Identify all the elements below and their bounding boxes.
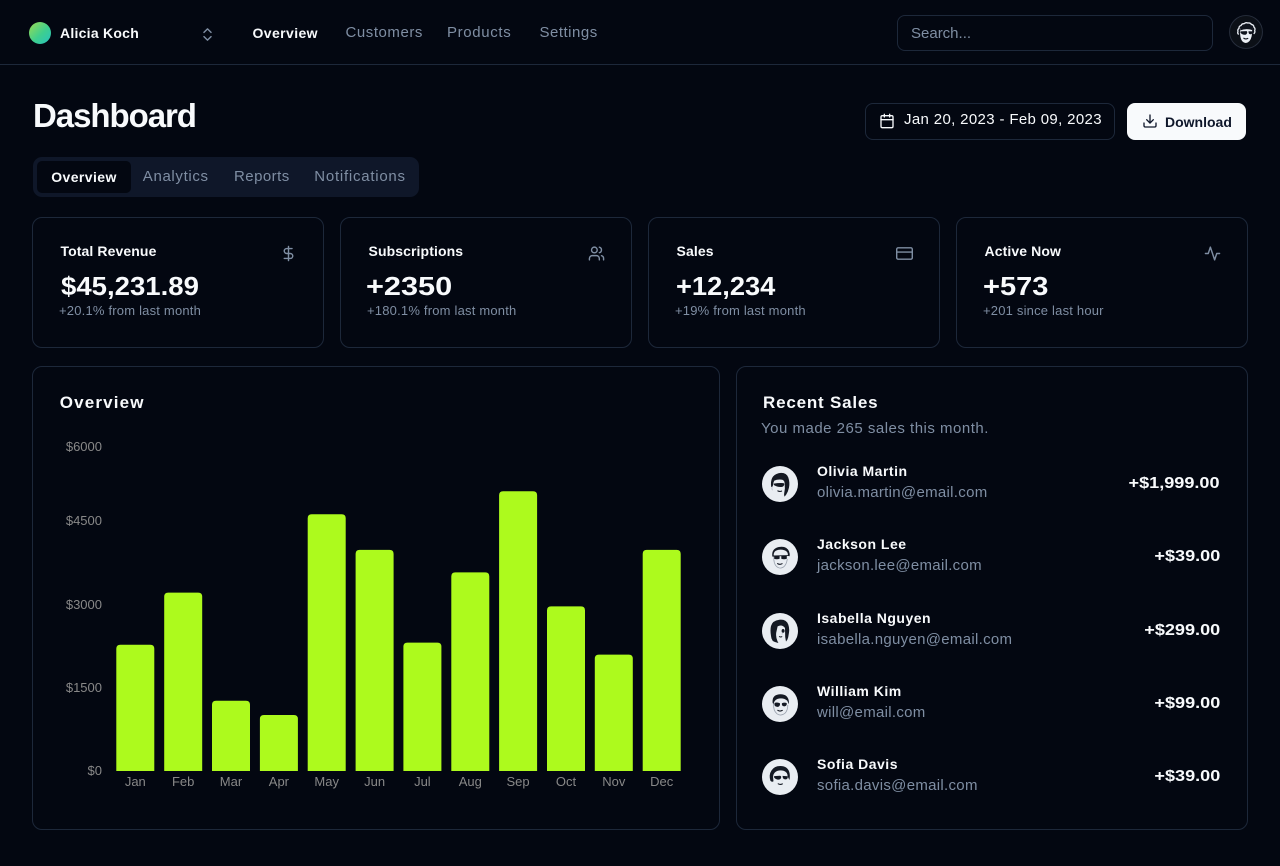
svg-text:$3000: $3000 (66, 597, 102, 612)
svg-text:Mar: Mar (220, 774, 243, 789)
svg-text:Apr: Apr (269, 774, 290, 789)
svg-text:Jun: Jun (364, 774, 385, 789)
svg-text:Dec: Dec (650, 774, 674, 789)
svg-text:$4500: $4500 (66, 513, 102, 528)
svg-text:Aug: Aug (459, 774, 482, 789)
svg-text:Jan: Jan (125, 774, 146, 789)
svg-text:$1500: $1500 (66, 680, 102, 695)
svg-text:May: May (314, 774, 339, 789)
svg-text:Nov: Nov (602, 774, 626, 789)
svg-text:$6000: $6000 (66, 439, 102, 454)
svg-text:Jul: Jul (414, 774, 431, 789)
svg-text:Oct: Oct (556, 774, 577, 789)
svg-text:Feb: Feb (172, 774, 194, 789)
svg-text:Sep: Sep (507, 774, 530, 789)
svg-text:$0: $0 (88, 763, 102, 778)
